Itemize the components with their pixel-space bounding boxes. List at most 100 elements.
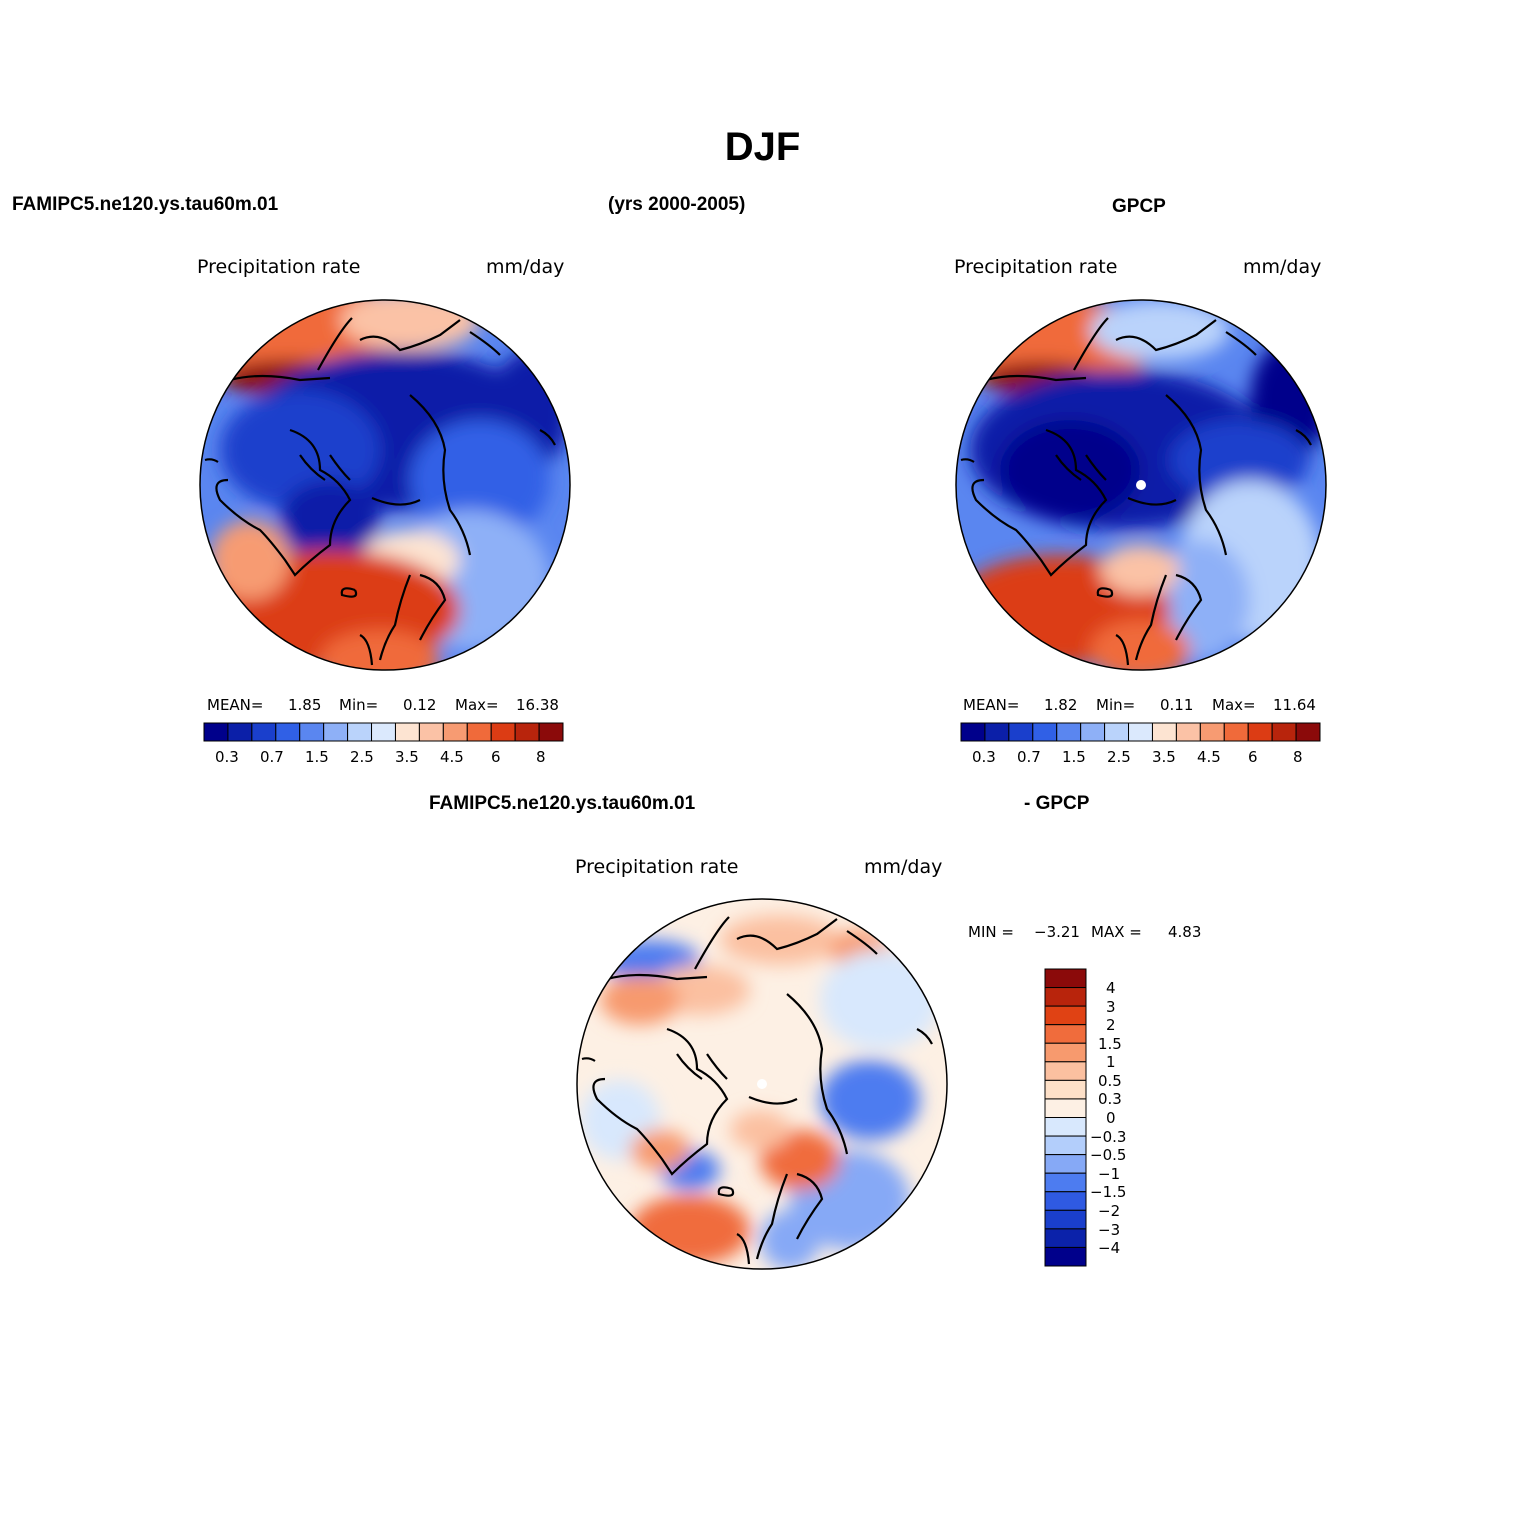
colorbar-swatch (1044, 1061, 1087, 1081)
colorbar-swatch (1044, 1117, 1087, 1137)
model-max-label: Max= (455, 696, 499, 714)
colorbar-swatch (371, 722, 396, 742)
colorbar-swatch (1151, 722, 1177, 742)
colorbar-swatch (490, 722, 516, 742)
diff-polar-map (576, 898, 948, 1270)
colorbar-tick: −4 (1098, 1239, 1121, 1257)
colorbar-swatch (1295, 722, 1321, 742)
colorbar-swatch (466, 722, 492, 742)
model-colorbar (203, 722, 564, 742)
colorbar-swatch (1044, 1024, 1087, 1044)
colorbar-swatch (347, 722, 373, 742)
colorbar-swatch (1044, 1209, 1087, 1230)
colorbar-swatch (275, 722, 301, 742)
colorbar-swatch (227, 722, 253, 742)
colorbar-swatch (1044, 1135, 1087, 1156)
colorbar-tick: 1 (1106, 1053, 1116, 1071)
colorbar-tick: −1.5 (1090, 1183, 1127, 1201)
obs-colorbar (960, 722, 1321, 742)
obs-variable-label: Precipitation rate (954, 256, 1118, 278)
colorbar-swatch (1044, 1154, 1087, 1174)
colorbar-tick: 0.3 (972, 748, 996, 766)
colorbar-tick: 2 (1106, 1016, 1116, 1034)
colorbar-swatch (442, 722, 468, 742)
colorbar-swatch (1044, 1246, 1087, 1267)
colorbar-tick: 3 (1106, 998, 1116, 1016)
colorbar-tick: 8 (1293, 748, 1303, 766)
colorbar-tick: 3.5 (1152, 748, 1176, 766)
model-min-label: Min= (339, 696, 379, 714)
colorbar-tick: 0.3 (215, 748, 239, 766)
model-polar-map (199, 299, 571, 671)
colorbar-tick: 2.5 (350, 748, 374, 766)
colorbar-swatch (1044, 987, 1087, 1007)
model-coastlines (204, 317, 556, 666)
colorbar-tick: 3.5 (395, 748, 419, 766)
colorbar-tick: 1.5 (305, 748, 329, 766)
colorbar-swatch (1080, 722, 1106, 742)
obs-min-value: 0.11 (1160, 696, 1194, 714)
model-mean-label: MEAN= (207, 696, 264, 714)
colorbar-tick: 0 (1106, 1109, 1116, 1127)
colorbar-tick: 0.3 (1098, 1090, 1122, 1108)
diff-units-label: mm/day (864, 856, 943, 878)
diff-coastlines (581, 916, 933, 1265)
obs-polar-map (955, 299, 1327, 671)
colorbar-swatch (1175, 722, 1201, 742)
figure-title: DJF (724, 125, 801, 169)
obs-pole-marker (1136, 480, 1146, 490)
colorbar-tick: −3 (1098, 1221, 1121, 1239)
obs-units-label: mm/day (1243, 256, 1322, 278)
colorbar-swatch (1044, 1098, 1087, 1118)
colorbar-swatch (1223, 722, 1249, 742)
colorbar-swatch (1247, 722, 1273, 742)
colorbar-tick: 1.5 (1062, 748, 1086, 766)
colorbar-swatch (1044, 1228, 1087, 1248)
obs-mean-value: 1.82 (1044, 696, 1078, 714)
colorbar-swatch (960, 722, 986, 742)
colorbar-tick: −0.3 (1090, 1128, 1127, 1146)
colorbar-swatch (299, 722, 325, 742)
colorbar-swatch (514, 722, 540, 742)
model-mean-value: 1.85 (288, 696, 322, 714)
colorbar-tick: 4.5 (1197, 748, 1221, 766)
colorbar-swatch (1044, 1191, 1087, 1211)
obs-coastlines (960, 317, 1312, 666)
colorbar-swatch (1032, 722, 1058, 742)
colorbar-swatch (1044, 1042, 1087, 1063)
colorbar-tick: 2.5 (1107, 748, 1131, 766)
diff-pole-marker (757, 1079, 767, 1089)
colorbar-swatch (1044, 1079, 1087, 1100)
colorbar-swatch (1044, 1172, 1087, 1193)
colorbar-swatch (538, 722, 564, 742)
colorbar-tick: 0.7 (1017, 748, 1041, 766)
colorbar-tick: −0.5 (1090, 1146, 1127, 1164)
diff-colorbar (1044, 968, 1087, 1267)
colorbar-tick: −1 (1098, 1165, 1121, 1183)
colorbar-tick: 0.7 (260, 748, 284, 766)
colorbar-tick: 8 (536, 748, 546, 766)
obs-mean-label: MEAN= (963, 696, 1020, 714)
colorbar-swatch (984, 722, 1010, 742)
model-case-name: FAMIPC5.ne120.ys.tau60m.01 (12, 194, 279, 215)
obs-name: GPCP (1112, 196, 1166, 217)
colorbar-tick: 6 (491, 748, 501, 766)
diff-max-label: MAX = (1091, 923, 1142, 941)
obs-min-label: Min= (1096, 696, 1136, 714)
colorbar-swatch (418, 722, 444, 742)
colorbar-swatch (323, 722, 349, 742)
diff-max-value: 4.83 (1168, 923, 1202, 941)
colorbar-swatch (1044, 968, 1087, 989)
diff-min-value: −3.21 (1034, 923, 1080, 941)
diff-obs-name: - GPCP (1024, 793, 1090, 814)
colorbar-tick: 1.5 (1098, 1035, 1122, 1053)
colorbar-tick: 4.5 (440, 748, 464, 766)
model-units-label: mm/day (486, 256, 565, 278)
colorbar-swatch (1271, 722, 1297, 742)
colorbar-tick: −2 (1098, 1202, 1121, 1220)
diff-min-label: MIN = (968, 923, 1014, 941)
model-min-value: 0.12 (403, 696, 437, 714)
colorbar-swatch (1104, 722, 1130, 742)
obs-max-value: 11.64 (1273, 696, 1316, 714)
